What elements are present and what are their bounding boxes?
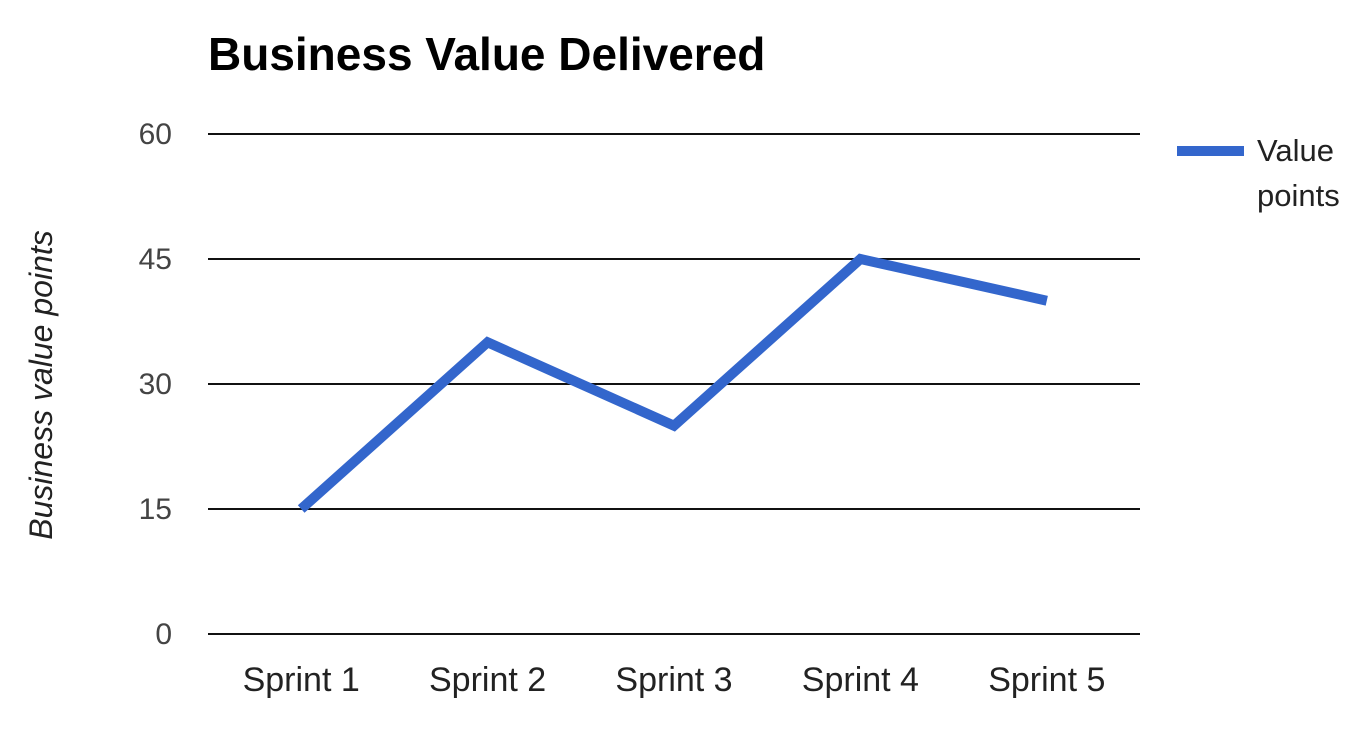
chart-title: Business Value Delivered [208,28,765,80]
x-axis-ticks: Sprint 1 Sprint 2 Sprint 3 Sprint 4 Sprint 5 [243,661,1106,699]
series-line [297,253,1048,513]
x-tick-label: Sprint 1 [243,661,360,699]
x-tick-label: Sprint 4 [802,661,919,699]
y-tick-label: 45 [139,243,172,276]
legend-label-line-2: points [1257,178,1340,213]
y-axis-label: Business value points [23,230,59,540]
x-tick-label: Sprint 2 [429,661,546,699]
y-tick-label: 15 [139,493,172,526]
y-tick-label: 60 [139,118,172,151]
x-tick-label: Sprint 3 [615,661,732,699]
y-tick-label: 0 [155,618,172,651]
y-axis-ticks: 0 15 30 45 60 [139,118,172,651]
series-lines [297,253,1048,513]
legend-label-line-1: Value [1257,133,1334,168]
gridlines [208,133,1140,635]
y-tick-label: 30 [139,368,172,401]
legend: Value points [1177,133,1340,213]
x-tick-label: Sprint 5 [988,661,1105,699]
